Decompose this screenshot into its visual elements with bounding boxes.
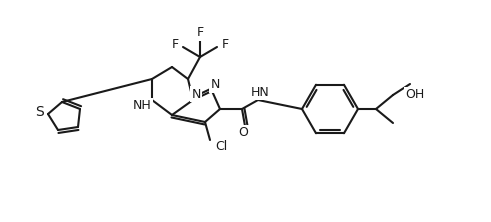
Text: NH: NH xyxy=(133,99,151,113)
Text: OH: OH xyxy=(405,89,424,101)
Text: N: N xyxy=(210,79,219,91)
Text: Cl: Cl xyxy=(215,139,227,153)
Text: N: N xyxy=(191,87,201,101)
Text: F: F xyxy=(196,26,204,40)
Text: F: F xyxy=(171,38,179,50)
Text: S: S xyxy=(36,105,44,119)
Text: O: O xyxy=(238,127,248,139)
Text: HN: HN xyxy=(250,85,270,99)
Text: F: F xyxy=(221,38,229,50)
